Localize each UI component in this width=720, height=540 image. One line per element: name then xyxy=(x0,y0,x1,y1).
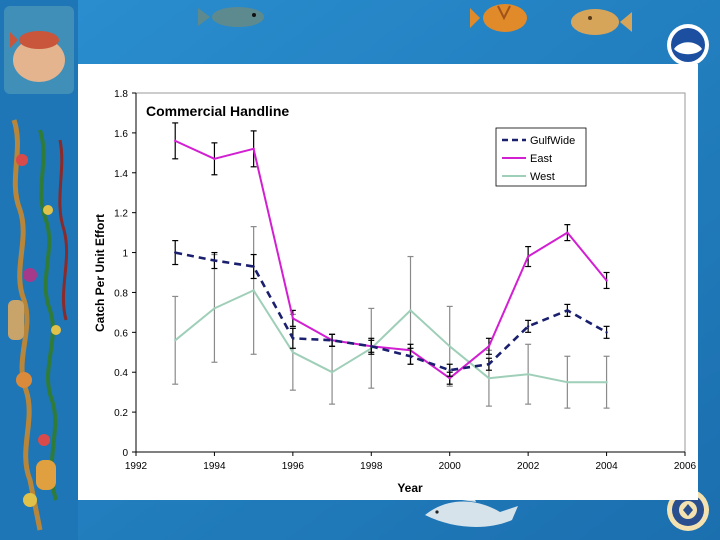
y-tick-label: 0 xyxy=(122,448,128,459)
y-axis-ticks: 0 0.2 0.4 0.6 0.8 1 1.2 1.4 1.6 1.8 xyxy=(114,89,136,459)
x-tick-label: 1994 xyxy=(203,461,226,472)
noaa-logo xyxy=(667,24,709,66)
x-tick-label: 1992 xyxy=(125,461,148,472)
x-tick-label: 1996 xyxy=(282,461,305,472)
legend: GulfWide East West xyxy=(495,127,587,187)
y-tick-label: 1.6 xyxy=(114,129,128,140)
data-point-gulfwide xyxy=(174,251,177,254)
data-point-west xyxy=(174,339,177,342)
data-point-gulfwide xyxy=(252,265,255,268)
y-tick-label: 1.8 xyxy=(114,89,128,100)
x-axis-ticks: 1992 1994 1996 1998 2000 2002 2004 2006 xyxy=(125,452,697,472)
y-tick-label: 1 xyxy=(122,249,128,260)
hands-holding-fish-logo xyxy=(4,6,74,94)
fish-decoration-top xyxy=(198,4,632,35)
data-point-east xyxy=(487,345,491,348)
data-point-west xyxy=(526,373,530,376)
series-line-gulfwide xyxy=(174,251,608,372)
data-point-gulfwide xyxy=(448,369,451,372)
x-tick-label: 2006 xyxy=(674,461,697,472)
y-tick-label: 1.4 xyxy=(114,169,128,180)
data-point-west xyxy=(448,345,451,348)
data-point-west xyxy=(213,307,216,310)
data-point-gulfwide xyxy=(487,363,491,366)
y-axis-label: Catch Per Unit Effort xyxy=(93,214,107,332)
y-tick-label: 1.2 xyxy=(114,209,128,220)
legend-label-west: West xyxy=(530,171,555,183)
data-point-west xyxy=(566,380,569,384)
x-tick-label: 2004 xyxy=(595,461,618,472)
data-point-gulfwide xyxy=(409,355,412,358)
data-point-west xyxy=(605,380,608,384)
x-tick-label: 2002 xyxy=(517,461,540,472)
series-layer xyxy=(172,122,610,409)
data-point-gulfwide xyxy=(526,325,530,328)
y-tick-label: 0.4 xyxy=(114,368,128,379)
legend-label-gulfwide: GulfWide xyxy=(530,135,575,147)
data-point-east xyxy=(605,279,608,282)
data-point-east xyxy=(448,377,451,380)
data-point-gulfwide xyxy=(605,331,608,334)
data-point-east xyxy=(213,157,216,161)
series-gulfwide xyxy=(172,239,610,377)
series-line-west xyxy=(174,289,607,384)
data-point-west xyxy=(252,289,255,292)
chart-title: Commercial Handline xyxy=(146,103,289,119)
data-point-west xyxy=(291,351,295,354)
x-axis-label: Year xyxy=(397,481,423,495)
y-tick-label: 0.6 xyxy=(114,328,128,339)
data-point-west xyxy=(330,371,334,374)
data-point-east xyxy=(526,255,530,258)
x-tick-label: 2000 xyxy=(439,461,462,472)
coral-reef-decoration xyxy=(8,119,69,531)
series-east xyxy=(172,122,610,385)
data-point-gulfwide xyxy=(370,345,373,348)
series-line-east xyxy=(174,139,608,380)
x-tick-label: 1998 xyxy=(360,461,383,472)
data-point-gulfwide xyxy=(213,259,216,262)
y-tick-label: 0.8 xyxy=(114,288,128,299)
y-tick-label: 0.2 xyxy=(114,408,128,419)
data-point-gulfwide xyxy=(566,309,569,312)
data-point-west xyxy=(409,309,412,312)
data-point-east xyxy=(291,317,295,320)
data-point-west xyxy=(487,377,491,380)
data-point-gulfwide xyxy=(291,337,295,340)
data-point-east xyxy=(566,231,569,234)
data-point-gulfwide xyxy=(330,339,334,342)
legend-label-east: East xyxy=(530,153,552,165)
data-point-east xyxy=(252,147,255,151)
data-point-east xyxy=(174,139,177,143)
